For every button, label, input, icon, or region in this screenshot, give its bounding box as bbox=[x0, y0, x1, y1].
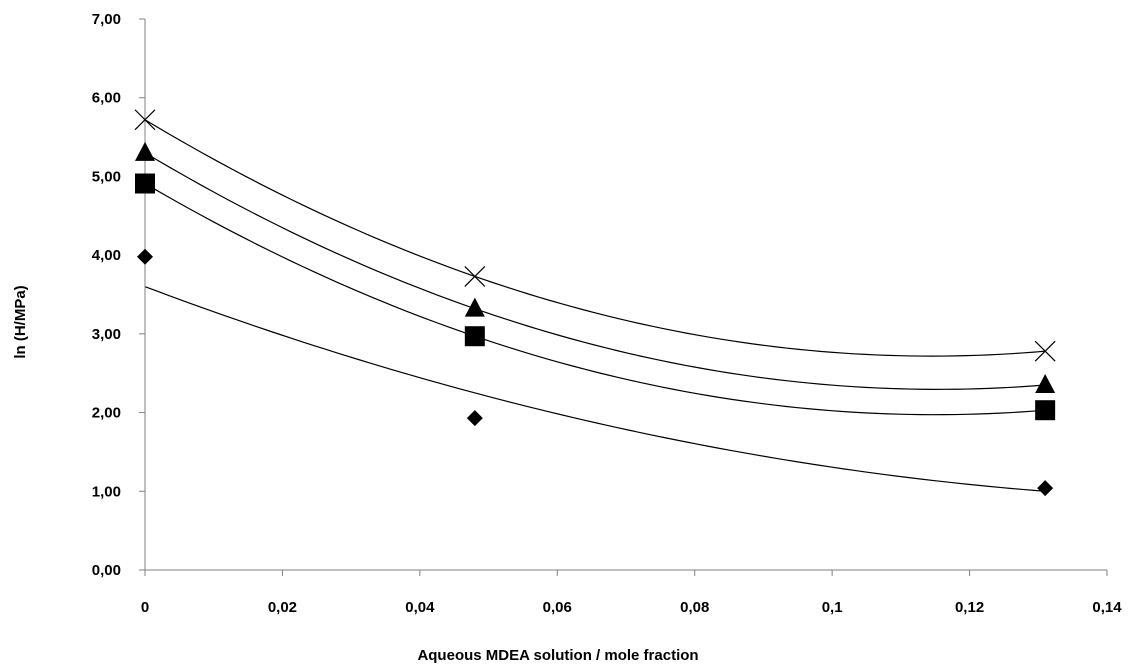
x-tick-label: 0,02 bbox=[268, 599, 297, 616]
x-axis-title: Aqueous MDEA solution / mole fraction bbox=[417, 647, 698, 664]
y-tick-label: 1,00 bbox=[92, 483, 121, 500]
data-markers bbox=[134, 109, 1056, 497]
fit-curve-x bbox=[144, 119, 1046, 357]
y-tick-label: 3,00 bbox=[92, 326, 121, 343]
data-point-triangle bbox=[464, 297, 485, 317]
data-point-diamond bbox=[1037, 480, 1054, 497]
fit-curve-diamond bbox=[144, 286, 1046, 492]
axes bbox=[139, 18, 1108, 576]
y-tick-label: 0,00 bbox=[92, 562, 121, 579]
x-tick-label: 0,04 bbox=[405, 599, 435, 616]
x-tick-label: 0,1 bbox=[822, 599, 843, 616]
x-tick-label: 0,06 bbox=[543, 599, 572, 616]
data-point-triangle bbox=[135, 141, 155, 161]
data-point-x bbox=[134, 109, 156, 131]
y-tick-label: 6,00 bbox=[92, 90, 121, 107]
data-point-square bbox=[1035, 400, 1056, 421]
y-tick-label: 7,00 bbox=[92, 11, 121, 28]
data-point-square bbox=[135, 173, 155, 194]
data-point-triangle bbox=[1035, 374, 1056, 394]
x-tick-label: 0,08 bbox=[680, 599, 709, 616]
y-tick-label: 2,00 bbox=[92, 405, 121, 422]
x-tick-label: 0 bbox=[141, 599, 149, 616]
y-tick-label: 4,00 bbox=[92, 247, 121, 264]
x-tick-label: 0,12 bbox=[955, 599, 984, 616]
data-point-diamond bbox=[137, 248, 153, 265]
data-point-square bbox=[464, 326, 485, 347]
tick-labels: 0,00 1,00 2,00 3,00 4,00 5,00 6,00 7,00 0 0,02 0,0… bbox=[92, 11, 1122, 616]
y-tick-label: 5,00 bbox=[92, 168, 121, 185]
fit-curve-square bbox=[144, 182, 1046, 416]
fit-curve-triangle bbox=[144, 152, 1046, 390]
data-point-x bbox=[1034, 340, 1056, 362]
fit-curves bbox=[144, 119, 1046, 492]
y-axis-title: ln (H/MPa) bbox=[12, 285, 29, 358]
x-tick-label: 0,14 bbox=[1092, 599, 1122, 616]
data-point-x bbox=[464, 265, 486, 287]
data-point-diamond bbox=[466, 410, 483, 427]
